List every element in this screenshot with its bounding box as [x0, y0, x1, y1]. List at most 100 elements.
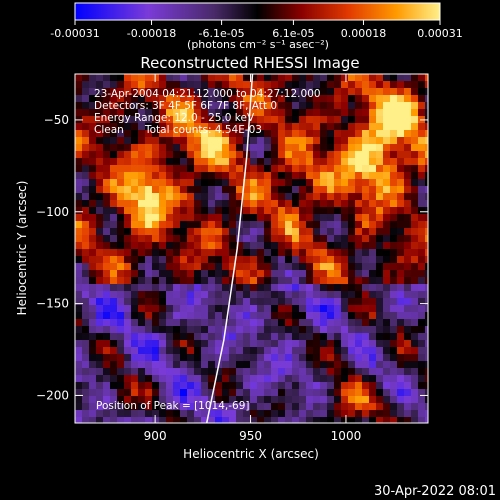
heatmap-cell	[110, 249, 118, 257]
heatmap-cell	[285, 95, 293, 103]
heatmap-cell	[313, 116, 321, 124]
heatmap-cell	[103, 207, 111, 215]
heatmap-cell	[145, 305, 153, 313]
heatmap-cell	[341, 263, 349, 271]
heatmap-cell	[383, 382, 391, 390]
heatmap-cell	[292, 102, 300, 110]
heatmap-cell	[355, 333, 363, 341]
heatmap-cell	[299, 312, 307, 320]
heatmap-cell	[117, 102, 125, 110]
heatmap-cell	[341, 298, 349, 306]
heatmap-cell	[341, 305, 349, 313]
heatmap-cell	[229, 242, 237, 250]
heatmap-cell	[117, 368, 125, 376]
heatmap-cell	[341, 333, 349, 341]
heatmap-cell	[397, 263, 405, 271]
heatmap-cell	[110, 277, 118, 285]
heatmap-cell	[229, 235, 237, 243]
heatmap-cell	[411, 221, 419, 229]
heatmap-cell	[306, 305, 314, 313]
heatmap-cell	[327, 361, 335, 369]
heatmap-cell	[299, 249, 307, 257]
heatmap-cell	[313, 354, 321, 362]
heatmap-cell	[229, 403, 237, 411]
heatmap-cell	[306, 389, 314, 397]
heatmap-cell	[82, 179, 90, 187]
heatmap-cell	[82, 123, 90, 131]
heatmap-cell	[236, 235, 244, 243]
heatmap-cell	[418, 200, 426, 208]
heatmap-cell	[418, 130, 426, 138]
heatmap-cell	[194, 347, 202, 355]
heatmap-cell	[306, 102, 314, 110]
heatmap-cell	[369, 74, 377, 82]
heatmap-cell	[194, 270, 202, 278]
heatmap-cell	[131, 284, 139, 292]
heatmap-cell	[264, 158, 272, 166]
heatmap-cell	[299, 179, 307, 187]
heatmap-cell	[404, 137, 412, 145]
heatmap-cell	[327, 193, 335, 201]
heatmap-cell	[355, 95, 363, 103]
heatmap-cell	[320, 354, 328, 362]
heatmap-cell	[110, 389, 118, 397]
heatmap-cell	[96, 354, 104, 362]
heatmap-cell	[187, 382, 195, 390]
heatmap-cell	[383, 389, 391, 397]
heatmap-cell	[166, 137, 174, 145]
heatmap-cell	[278, 151, 286, 159]
heatmap-cell	[313, 88, 321, 96]
heatmap-cell	[124, 417, 132, 423]
heatmap-cell	[425, 221, 428, 229]
heatmap-cell	[222, 340, 230, 348]
heatmap-cell	[75, 354, 83, 362]
heatmap-cell	[411, 242, 419, 250]
heatmap-cell	[271, 137, 279, 145]
heatmap-cell	[243, 333, 251, 341]
heatmap-cell	[180, 158, 188, 166]
heatmap-cell	[327, 249, 335, 257]
heatmap-cell	[187, 116, 195, 124]
heatmap-cell	[306, 74, 314, 82]
heatmap-cell	[229, 333, 237, 341]
heatmap-cell	[278, 410, 286, 418]
heatmap-cell	[397, 228, 405, 236]
heatmap-cell	[201, 116, 209, 124]
heatmap-cell	[341, 116, 349, 124]
heatmap-cell	[292, 326, 300, 334]
heatmap-cell	[152, 396, 160, 404]
heatmap-cell	[131, 410, 139, 418]
heatmap-cell	[229, 207, 237, 215]
heatmap-cell	[355, 284, 363, 292]
heatmap-cell	[404, 305, 412, 313]
heatmap-cell	[187, 193, 195, 201]
heatmap-cell	[334, 179, 342, 187]
heatmap-cell	[383, 158, 391, 166]
heatmap-cell	[159, 403, 167, 411]
heatmap-cell	[390, 326, 398, 334]
heatmap-cell	[397, 270, 405, 278]
heatmap-cell	[173, 277, 181, 285]
heatmap-cell	[103, 347, 111, 355]
heatmap-cell	[397, 74, 405, 82]
heatmap-cell	[215, 179, 223, 187]
heatmap-cell	[82, 291, 90, 299]
heatmap-cell	[82, 214, 90, 222]
heatmap-cell	[243, 382, 251, 390]
heatmap-cell	[292, 389, 300, 397]
heatmap-cell	[173, 172, 181, 180]
heatmap-cell	[299, 193, 307, 201]
heatmap-cell	[390, 207, 398, 215]
heatmap-cell	[397, 193, 405, 201]
heatmap-cell	[264, 319, 272, 327]
heatmap-cell	[355, 249, 363, 257]
heatmap-cell	[145, 228, 153, 236]
heatmap-cell	[138, 200, 146, 208]
heatmap-cell	[103, 214, 111, 222]
heatmap-cell	[208, 130, 216, 138]
heatmap-cell	[110, 207, 118, 215]
heatmap-cell	[187, 305, 195, 313]
heatmap-cell	[96, 165, 104, 173]
heatmap-cell	[376, 382, 384, 390]
heatmap-cell	[250, 193, 258, 201]
